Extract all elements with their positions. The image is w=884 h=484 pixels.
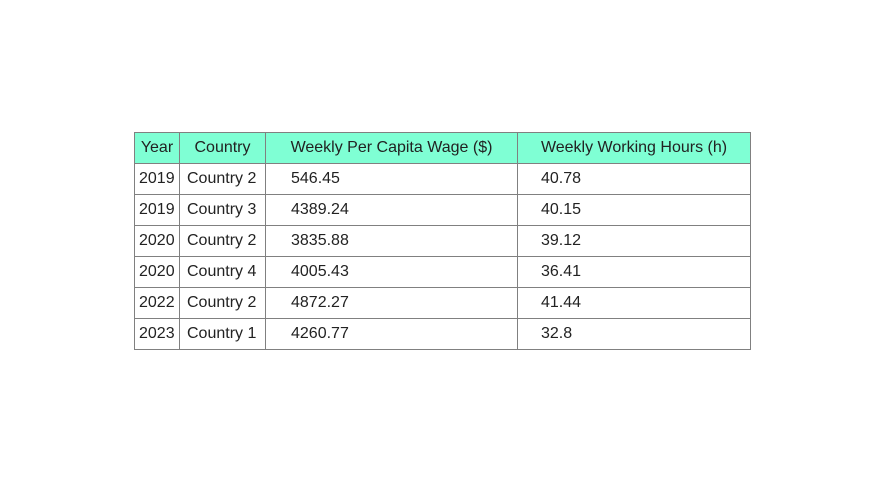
cell-country: Country 1 — [179, 318, 266, 350]
cell-country: Country 2 — [179, 225, 266, 257]
cell-weekly-wage: 4260.77 — [265, 318, 518, 350]
cell-weekly-hours: 36.41 — [517, 256, 751, 288]
table-row: 2020 Country 2 3835.88 39.12 — [134, 225, 751, 257]
header-weekly-hours: Weekly Working Hours (h) — [517, 132, 751, 164]
cell-year: 2020 — [134, 256, 180, 288]
header-year: Year — [134, 132, 180, 164]
table-row: 2019 Country 2 546.45 40.78 — [134, 163, 751, 195]
cell-weekly-wage: 4005.43 — [265, 256, 518, 288]
cell-country: Country 3 — [179, 194, 266, 226]
table-row: 2023 Country 1 4260.77 32.8 — [134, 318, 751, 350]
header-country: Country — [179, 132, 266, 164]
cell-weekly-hours: 40.15 — [517, 194, 751, 226]
cell-year: 2019 — [134, 194, 180, 226]
table-row: 2020 Country 4 4005.43 36.41 — [134, 256, 751, 288]
header-weekly-wage: Weekly Per Capita Wage ($) — [265, 132, 518, 164]
cell-weekly-wage: 4872.27 — [265, 287, 518, 319]
cell-weekly-wage: 546.45 — [265, 163, 518, 195]
table-row: 2022 Country 2 4872.27 41.44 — [134, 287, 751, 319]
cell-weekly-hours: 32.8 — [517, 318, 751, 350]
cell-country: Country 2 — [179, 163, 266, 195]
table-header-row: Year Country Weekly Per Capita Wage ($) … — [134, 132, 751, 164]
cell-year: 2023 — [134, 318, 180, 350]
cell-year: 2020 — [134, 225, 180, 257]
cell-weekly-wage: 4389.24 — [265, 194, 518, 226]
table-row: 2019 Country 3 4389.24 40.15 — [134, 194, 751, 226]
cell-weekly-wage: 3835.88 — [265, 225, 518, 257]
cell-weekly-hours: 41.44 — [517, 287, 751, 319]
data-table-container: Year Country Weekly Per Capita Wage ($) … — [134, 132, 751, 350]
data-table: Year Country Weekly Per Capita Wage ($) … — [134, 132, 751, 350]
cell-year: 2022 — [134, 287, 180, 319]
table-body: 2019 Country 2 546.45 40.78 2019 Country 3 438… — [134, 163, 751, 350]
cell-weekly-hours: 39.12 — [517, 225, 751, 257]
cell-year: 2019 — [134, 163, 180, 195]
cell-country: Country 4 — [179, 256, 266, 288]
cell-country: Country 2 — [179, 287, 266, 319]
cell-weekly-hours: 40.78 — [517, 163, 751, 195]
